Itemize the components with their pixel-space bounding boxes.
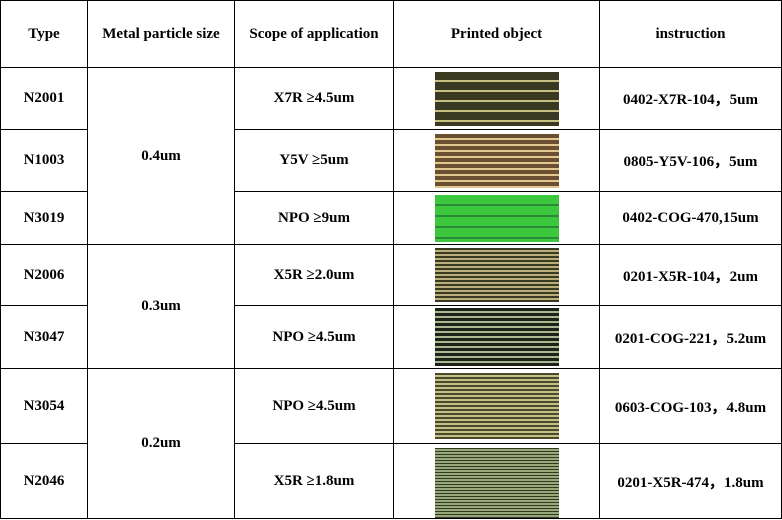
table-row: N3054 0.2um NPO ≥4.5um 0603-COG-103，4.8u… <box>0 368 782 519</box>
instruction-cell: 0201-COG-221，5.2um <box>599 305 782 369</box>
printed-object-image <box>434 448 559 518</box>
printed-object-cell <box>393 129 600 192</box>
printed-object-image <box>434 194 559 242</box>
instruction-cell: 0805-Y5V-106，5um <box>599 129 782 192</box>
type-cell: N2001 <box>0 67 88 130</box>
particle-size-cell: 0.3um <box>87 244 235 369</box>
printed-object-image <box>434 133 559 188</box>
printed-object-image <box>434 248 559 302</box>
header-row: Type Metal particle size Scope of applic… <box>0 0 782 68</box>
table-row: N1003 Y5V ≥5um 0805-Y5V-106，5um <box>0 129 782 192</box>
scope-cell: NPO ≥4.5um <box>234 368 394 444</box>
table-row: N3047 NPO ≥4.5um 0201-COG-221，5.2um <box>0 305 782 369</box>
printed-object-cell <box>393 443 600 519</box>
particle-size-cell: 0.2um <box>87 368 235 519</box>
header-printed-object: Printed object <box>393 0 600 68</box>
printed-object-cell <box>393 67 600 130</box>
printed-object-cell <box>393 305 600 369</box>
printed-object-cell <box>393 368 600 444</box>
scope-cell: X7R ≥4.5um <box>234 67 394 130</box>
header-scope: Scope of application <box>234 0 394 68</box>
header-type: Type <box>0 0 88 68</box>
type-cell: N3054 <box>0 368 88 444</box>
table-row: N2006 0.3um X5R ≥2.0um 0201-X5R-104，2um <box>0 244 782 369</box>
instruction-cell: 0402-COG-470,15um <box>599 191 782 245</box>
printed-object-cell <box>393 191 600 245</box>
table-row: N2046 X5R ≥1.8um 0201-X5R-474，1.8um <box>0 443 782 519</box>
printed-object-image <box>434 308 559 366</box>
instruction-cell: 0201-X5R-474，1.8um <box>599 443 782 519</box>
type-cell: N2046 <box>0 443 88 519</box>
scope-cell: NPO ≥9um <box>234 191 394 245</box>
printed-object-cell <box>393 244 600 306</box>
table-row: N3019 NPO ≥9um 0402-COG-470,15um <box>0 191 782 245</box>
type-cell: N2006 <box>0 244 88 306</box>
scope-cell: X5R ≥1.8um <box>234 443 394 519</box>
type-cell: N1003 <box>0 129 88 192</box>
printed-object-image <box>434 373 559 439</box>
table-row: N2001 0.4um X7R ≥4.5um 0402-X7R-104，5um <box>0 67 782 245</box>
type-cell: N3047 <box>0 305 88 369</box>
header-particle-size: Metal particle size <box>87 0 235 68</box>
instruction-cell: 0201-X5R-104，2um <box>599 244 782 306</box>
printed-object-image <box>434 71 559 126</box>
instruction-cell: 0402-X7R-104，5um <box>599 67 782 130</box>
header-instruction: instruction <box>599 0 782 68</box>
type-cell: N3019 <box>0 191 88 245</box>
particle-size-cell: 0.4um <box>87 67 235 245</box>
scope-cell: X5R ≥2.0um <box>234 244 394 306</box>
instruction-cell: 0603-COG-103，4.8um <box>599 368 782 444</box>
scope-cell: Y5V ≥5um <box>234 129 394 192</box>
scope-cell: NPO ≥4.5um <box>234 305 394 369</box>
